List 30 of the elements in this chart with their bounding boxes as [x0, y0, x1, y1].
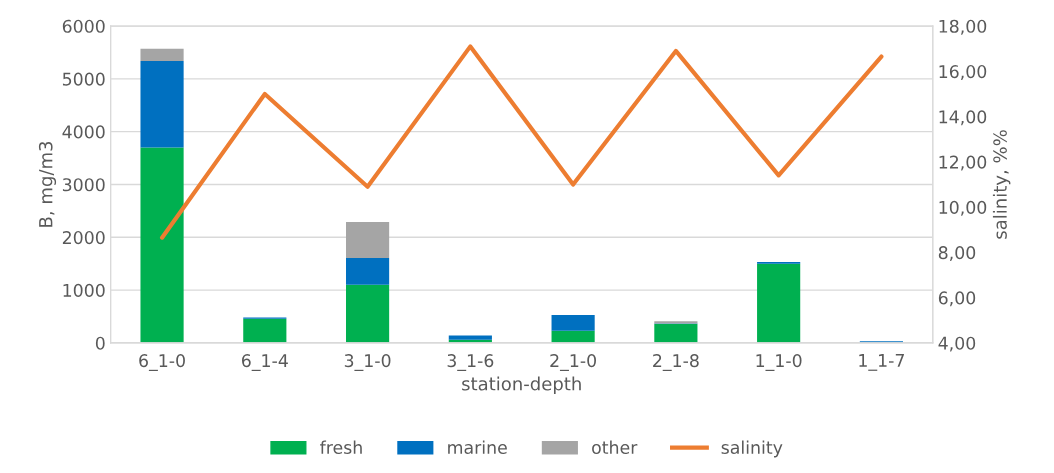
x-tick-label: 6_1-0 — [139, 354, 185, 372]
legend-label: fresh — [320, 440, 362, 455]
x-tick-label: 6_1-4 — [241, 354, 288, 372]
x-tick-label: 1_1-7 — [859, 354, 904, 371]
y-tick-label: 3000 — [62, 178, 105, 192]
y2-tick-label: 18,00 — [939, 19, 987, 35]
x-tick-label: 3_1-0 — [344, 354, 391, 372]
legend-label: salinity — [721, 440, 783, 458]
legend-label: other — [592, 440, 638, 455]
y2-tick-label: 6,00 — [938, 291, 976, 307]
y-tick-label: 5000 — [62, 72, 105, 86]
y-tick-label: 4000 — [62, 125, 105, 139]
y-tick-label: 0 — [95, 336, 105, 350]
x-tick-label: 2_1-8 — [653, 354, 699, 372]
y-tick-label: 6000 — [62, 19, 105, 33]
y2-tick-label: 14,00 — [939, 110, 987, 126]
legend-label: marine — [448, 440, 507, 455]
y-axis-title: B, mg/m3 — [38, 141, 57, 227]
x-axis-title: station-depth — [462, 376, 581, 395]
y-tick-label: 1000 — [63, 283, 105, 297]
y2-axis-title: salinity, %% — [992, 130, 1011, 239]
y2-tick-label: 4,00 — [938, 336, 976, 352]
y2-tick-label: 8,00 — [938, 246, 976, 261]
y-tick-label: 2000 — [62, 231, 105, 245]
y2-tick-label: 12,00 — [939, 155, 987, 171]
x-tick-label: 2_1-0 — [550, 354, 596, 372]
y2-tick-label: 16,00 — [939, 65, 987, 80]
y2-tick-label: 10,00 — [939, 200, 987, 216]
x-tick-label: 3_1-6 — [447, 354, 494, 372]
x-tick-label: 1_1-0 — [756, 354, 802, 372]
